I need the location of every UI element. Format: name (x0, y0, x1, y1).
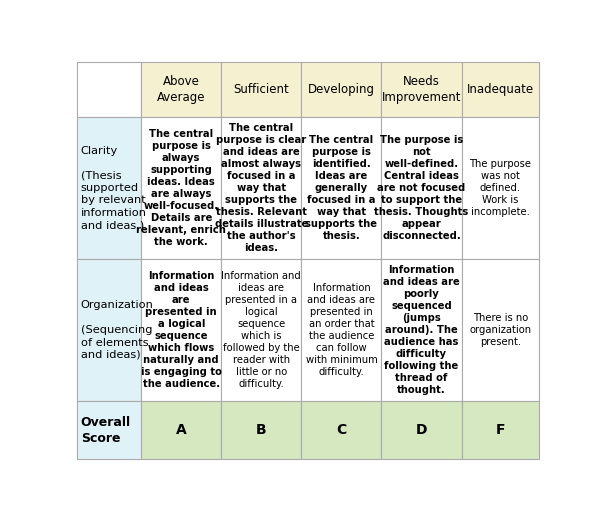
Bar (141, 117, 221, 259)
Bar (301, 62, 381, 117)
Bar (221, 117, 301, 259)
Text: The purpose is
not
well-defined.
Central ideas
are not focused
to support the
th: The purpose is not well-defined. Central… (375, 135, 469, 241)
Text: A: A (176, 423, 186, 437)
Bar (141, 401, 221, 459)
Bar (461, 401, 539, 459)
Text: There is no
organization
present.: There is no organization present. (469, 313, 531, 347)
Bar (461, 62, 539, 117)
Bar (301, 401, 381, 459)
Text: The central
purpose is
identified.
Ideas are
generally
focused in a
way that
sup: The central purpose is identified. Ideas… (306, 135, 378, 241)
Bar (221, 401, 301, 459)
Text: Information
and ideas
are
presented in
a logical
sequence
which flows
naturally : Information and ideas are presented in a… (141, 271, 221, 389)
Text: The central
purpose is
always
supporting
ideas. Ideas
are always
well-focused.
D: The central purpose is always supporting… (137, 129, 226, 247)
Bar (77, 117, 141, 259)
Bar (77, 259, 141, 401)
Text: Organization

(Sequencing
of elements
and ideas): Organization (Sequencing of elements and… (81, 300, 154, 360)
Bar (381, 401, 461, 459)
Text: Information
and ideas are
presented in
an order that
the audience
can follow
wit: Information and ideas are presented in a… (306, 283, 377, 377)
Text: D: D (416, 423, 427, 437)
Bar (461, 117, 539, 259)
Text: Information
and ideas are
poorly
sequenced
(jumps
around). The
audience has
diff: Information and ideas are poorly sequenc… (383, 265, 460, 395)
Bar (301, 117, 381, 259)
Text: Above
Average: Above Average (157, 75, 205, 104)
Text: Needs
Improvement: Needs Improvement (382, 75, 461, 104)
Bar (381, 117, 461, 259)
Text: Clarity

(Thesis
supported
by relevant
information
and ideas.): Clarity (Thesis supported by relevant in… (81, 146, 147, 230)
Text: Inadequate: Inadequate (467, 83, 534, 96)
Bar (141, 62, 221, 117)
Bar (141, 259, 221, 401)
Bar (221, 62, 301, 117)
Text: Overall
Score: Overall Score (81, 416, 131, 445)
Text: The central
purpose is clear
and ideas are
almost always
focused in a
way that
s: The central purpose is clear and ideas a… (215, 123, 308, 253)
Bar (77, 401, 141, 459)
Bar (77, 62, 141, 117)
Bar (461, 259, 539, 401)
Text: The purpose
was not
defined.
Work is
incomplete.: The purpose was not defined. Work is inc… (469, 159, 531, 217)
Bar (381, 62, 461, 117)
Text: B: B (256, 423, 267, 437)
Bar (221, 259, 301, 401)
Bar (301, 259, 381, 401)
Text: Information and
ideas are
presented in a
logical
sequence
which is
followed by t: Information and ideas are presented in a… (221, 271, 301, 389)
Bar (381, 259, 461, 401)
Text: Developing: Developing (308, 83, 375, 96)
Text: F: F (496, 423, 505, 437)
Text: Sufficient: Sufficient (234, 83, 289, 96)
Text: C: C (336, 423, 346, 437)
